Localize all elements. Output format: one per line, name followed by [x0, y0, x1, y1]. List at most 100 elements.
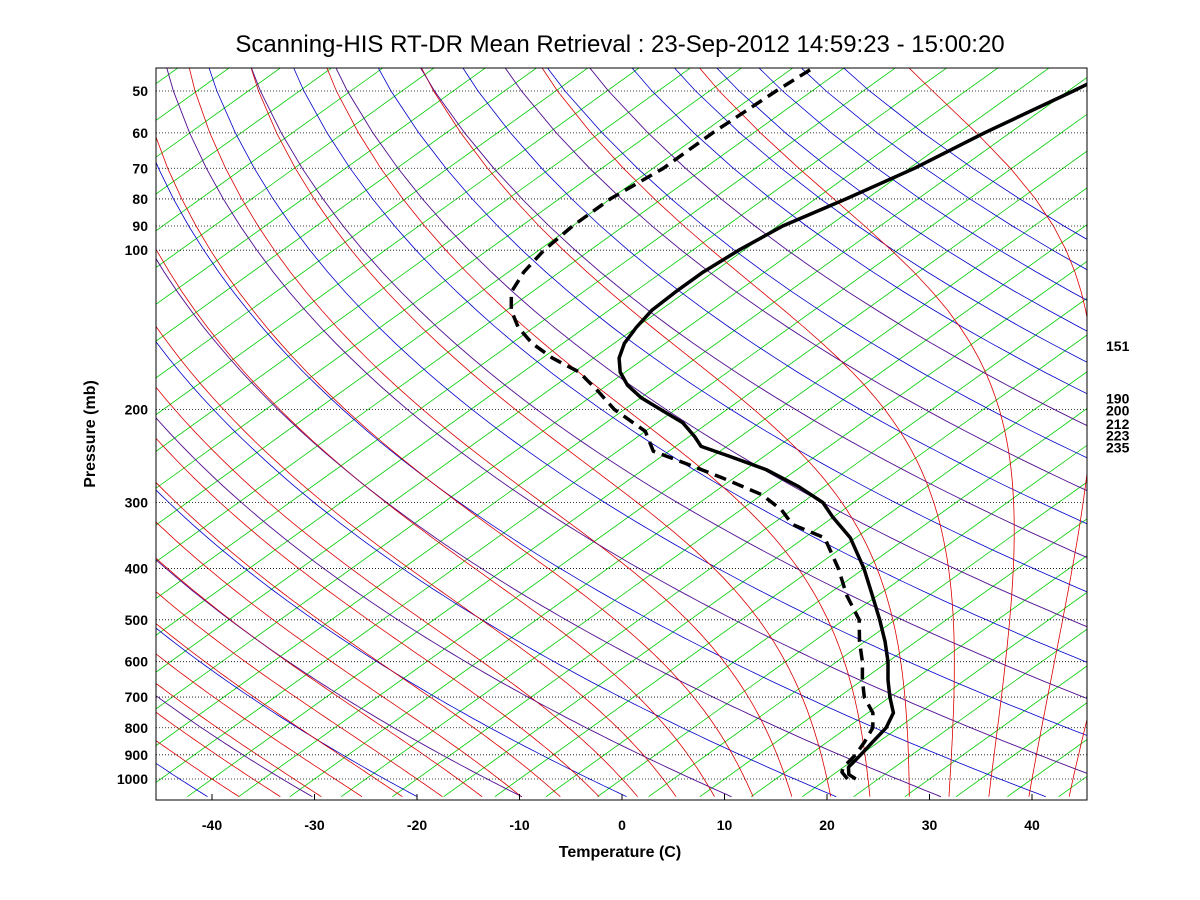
- y-tick-label: 50: [132, 83, 148, 99]
- x-tick-label: -40: [202, 817, 222, 833]
- dry-adiabat-line: [377, 68, 1087, 593]
- isotherm-line: [156, 68, 589, 379]
- x-tick-label: -10: [509, 817, 529, 833]
- adiabat-overlap-line: [589, 68, 1087, 427]
- isotherm-line: [156, 68, 1050, 710]
- x-tick-label: 10: [717, 817, 733, 833]
- x-axis-label: Temperature (C): [559, 844, 681, 861]
- dry-adiabat-line: [156, 627, 418, 798]
- moist-adiabat-line: [156, 386, 638, 797]
- isotherm-line: [156, 68, 435, 269]
- dry-adiabat-line: [293, 68, 1087, 663]
- moist-adiabat-line: [156, 437, 600, 797]
- adiabat-overlap-line: [156, 695, 313, 798]
- y-tick-label: 100: [125, 242, 149, 258]
- moist-adiabat-line: [326, 68, 871, 797]
- x-tick-label: -30: [304, 817, 324, 833]
- moist-adiabat-line: [1068, 717, 1087, 797]
- y-tick-label: 600: [125, 654, 149, 670]
- moist-adiabat-line: [156, 248, 715, 797]
- isotherm-line: [156, 113, 1087, 783]
- y-tick-label: 70: [132, 160, 148, 176]
- background-lines: [156, 68, 1087, 798]
- adiabat-overlap-line: [504, 68, 1087, 492]
- moist-adiabat-line: [156, 521, 522, 798]
- x-tick-label: 30: [922, 817, 938, 833]
- isotherm-line: [238, 187, 1087, 797]
- profile-lines: [509, 68, 1087, 781]
- moist-adiabat-line: [541, 68, 955, 797]
- adiabat-overlap-line: [156, 559, 523, 798]
- dry-adiabat-line: [156, 489, 627, 798]
- y-tick-label: 700: [125, 689, 149, 705]
- y-axis-label: Pressure (mb): [82, 380, 99, 488]
- isotherm-line: [904, 665, 1087, 797]
- x-tick-label: 20: [819, 817, 835, 833]
- moist-adiabat-line: [156, 682, 322, 798]
- isotherm-line: [289, 224, 1087, 797]
- temperature-profile-line: [617, 82, 1087, 781]
- y-tick-label: 800: [125, 720, 149, 736]
- isotherm-line: [648, 481, 1087, 797]
- y-tick-label: 300: [125, 494, 149, 510]
- isotherm-line: [545, 408, 1087, 797]
- moist-adiabat-line: [156, 481, 561, 797]
- isotherm-line: [597, 444, 1087, 797]
- dry-adiabat-line: [156, 341, 837, 798]
- adiabat-overlap-line: [335, 68, 1087, 628]
- side-level-label: 200: [1106, 402, 1130, 418]
- side-level-label: 223: [1106, 427, 1130, 443]
- y-tick-label: 200: [125, 401, 149, 417]
- adiabat-overlap-line: [166, 68, 1087, 774]
- y-tick-label: 90: [132, 218, 148, 234]
- isotherm-line: [392, 297, 1087, 797]
- y-tick-label: 400: [125, 561, 149, 577]
- dewpoint-profile-line: [509, 68, 875, 781]
- y-tick-label: 1000: [117, 771, 148, 787]
- isotherm-line: [156, 68, 538, 342]
- isotherm-line: [853, 628, 1087, 797]
- isotherm-line: [156, 68, 845, 563]
- moist-adiabat-line: [156, 711, 281, 798]
- isotherm-line: [443, 334, 1087, 797]
- adiabat-overlap-line: [156, 257, 942, 798]
- isotherm-line: [187, 150, 1087, 797]
- x-axis-ticks: -40 -30 -20 -10 0 10 20 30 40: [202, 794, 1040, 833]
- adiabat-overlap-line: [420, 68, 1087, 558]
- x-tick-label: 0: [618, 817, 626, 833]
- isotherm-line: [156, 68, 333, 195]
- side-level-label: 212: [1106, 416, 1130, 432]
- isotherm-line: [156, 68, 999, 673]
- moist-adiabat-line: [156, 653, 363, 798]
- dry-adiabat-line: [462, 68, 1087, 525]
- moist-adiabat-line: [188, 68, 793, 797]
- isotherm-line: [156, 68, 640, 416]
- isotherm-line: [699, 518, 1087, 797]
- x-tick-label: 40: [1024, 817, 1040, 833]
- isotherm-line: [156, 68, 691, 452]
- moist-adiabat-line: [421, 68, 910, 797]
- dry-adiabat-line: [547, 68, 1087, 459]
- x-tick-label: -20: [407, 817, 427, 833]
- isotherm-line: [750, 555, 1087, 797]
- isotherm-line: [156, 77, 1087, 747]
- moist-adiabat-line: [250, 68, 832, 797]
- moist-adiabat-line: [156, 740, 240, 798]
- moist-adiabat-line: [156, 136, 754, 797]
- y-tick-label: 900: [125, 747, 149, 763]
- moist-adiabat-line: [156, 623, 403, 798]
- isotherm-line: [340, 260, 1087, 797]
- isotherm-line: [156, 68, 743, 489]
- side-level-label: 235: [1106, 439, 1130, 455]
- adiabat-overlap-line: [250, 68, 1087, 699]
- dry-adiabat-line: [208, 68, 1087, 736]
- isotherm-line: [156, 68, 384, 232]
- moist-adiabat-line: [699, 68, 1015, 797]
- isotherm-line: [156, 68, 896, 600]
- chart-title: Scanning-HIS RT-DR Mean Retrieval : 23-S…: [235, 31, 1004, 58]
- moist-adiabat-line: [156, 591, 443, 798]
- isotherm-line: [156, 68, 794, 526]
